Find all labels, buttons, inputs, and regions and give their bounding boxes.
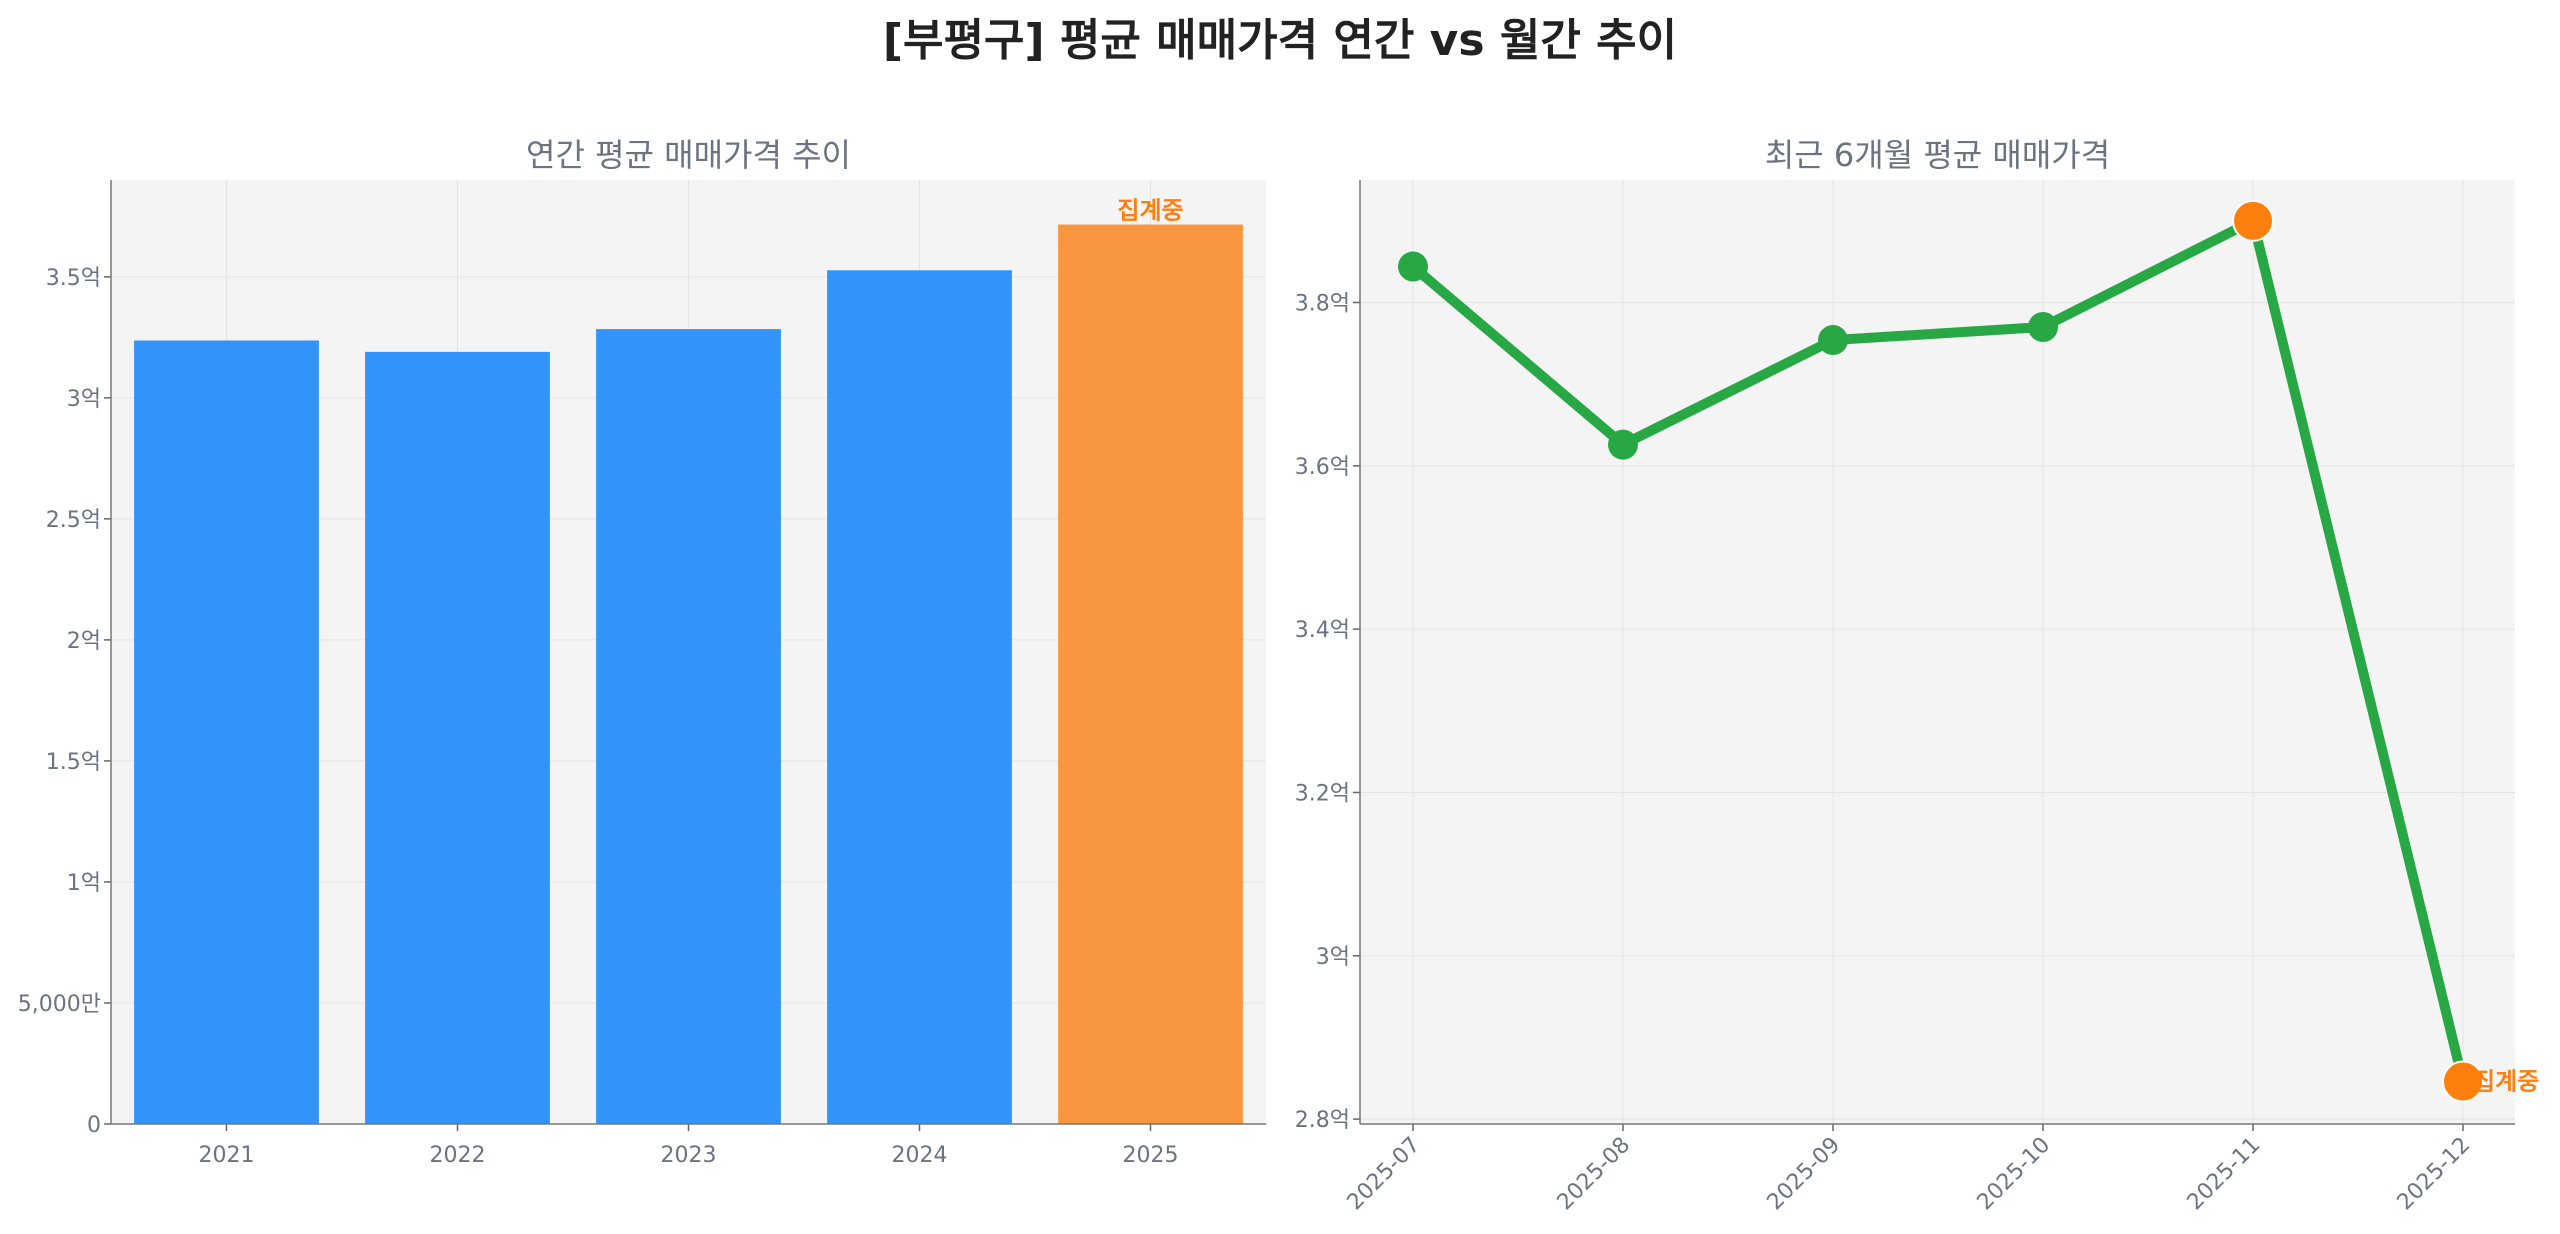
x-tick-label: 2021 — [199, 1143, 255, 1168]
bar-2024 — [827, 270, 1012, 1124]
y-tick-label: 1억 — [67, 871, 101, 896]
x-tick-label: 2025-12 — [2393, 1133, 2476, 1216]
x-tick-label: 2025 — [1123, 1143, 1179, 1168]
y-tick-label: 2.8억 — [1295, 1108, 1350, 1133]
x-tick-label: 2025-08 — [1553, 1133, 1636, 1216]
data-point-2025-10 — [2028, 311, 2058, 342]
y-tick-label: 3억 — [67, 387, 101, 412]
y-tick-label: 3억 — [1316, 945, 1350, 970]
x-tick-label: 2025-10 — [1973, 1133, 2056, 1216]
bar-annotation: 집계중 — [1117, 197, 1183, 225]
y-tick-label: 3.2억 — [1295, 781, 1350, 806]
y-tick-label: 3.5억 — [46, 266, 101, 291]
data-point-2025-07 — [1398, 251, 1428, 282]
y-tick-label: 3.8억 — [1295, 291, 1350, 316]
x-tick-label: 2023 — [661, 1143, 717, 1168]
subplot-title: 연간 평균 매매가격 추이 — [526, 136, 851, 174]
x-tick-label: 2022 — [430, 1143, 486, 1168]
data-point-2025-09 — [1818, 325, 1848, 356]
bar-2021 — [134, 340, 319, 1125]
x-tick-label: 2025-07 — [1343, 1133, 1426, 1216]
bar-2023 — [596, 329, 781, 1124]
bar-2025 — [1058, 224, 1243, 1125]
figure-title: [부평구] 평균 매매가격 연간 vs 월간 추이 — [882, 15, 1678, 66]
data-point-2025-11 — [2232, 199, 2274, 242]
y-tick-label: 5,000만 — [18, 992, 101, 1017]
y-tick-label: 1.5억 — [46, 750, 101, 775]
data-point-2025-12 — [2442, 1060, 2484, 1103]
x-tick-label: 2024 — [892, 1143, 948, 1168]
y-tick-label: 3.4억 — [1295, 618, 1350, 643]
y-tick-label: 3.6억 — [1295, 455, 1350, 480]
bar-2022 — [365, 351, 550, 1124]
plot-area — [1360, 180, 2515, 1124]
data-point-2025-08 — [1608, 429, 1638, 460]
y-tick-label: 2.5억 — [46, 508, 101, 533]
subplot-title: 최근 6개월 평균 매매가격 — [1765, 136, 2110, 174]
x-tick-label: 2025-09 — [1763, 1133, 1846, 1216]
series-line — [1409, 215, 2468, 1083]
y-tick-label: 0 — [87, 1113, 101, 1138]
x-tick-label: 2025-11 — [2183, 1133, 2266, 1216]
point-annotation: 집계중 — [2473, 1068, 2539, 1096]
y-tick-label: 2억 — [67, 629, 101, 654]
